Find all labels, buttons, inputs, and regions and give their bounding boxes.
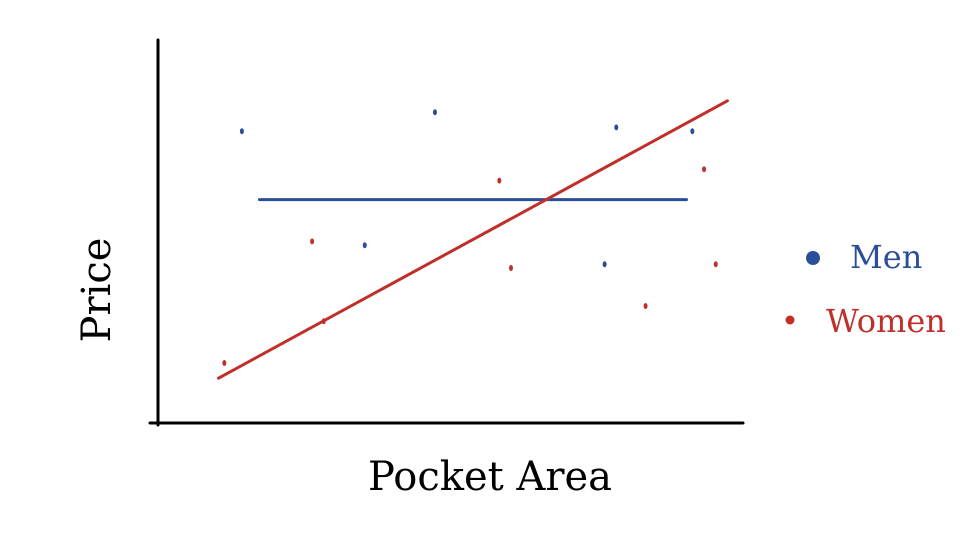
data-point-women [222,360,227,366]
data-point-men [602,261,607,268]
legend-marker-men [806,251,820,265]
y-axis-label: Price [74,238,120,343]
data-point-men [362,242,367,249]
trend-lines [217,99,729,380]
data-point-men [432,109,437,116]
data-point-men [614,124,619,131]
legend-label-men: Men [850,238,922,276]
data-point-women [713,261,718,268]
legend-marker-women [785,315,795,325]
data-point-women [643,303,648,309]
data-point-men [239,128,244,135]
data-points [222,109,718,366]
data-point-women [310,238,315,245]
data-point-women [321,318,326,325]
x-axis-label: Pocket Area [368,454,612,500]
axes [148,38,745,427]
data-point-women [702,166,707,173]
legend: Men Women [785,238,946,340]
data-point-men [690,128,695,135]
trend-line-women [217,99,729,380]
data-point-women [497,177,502,184]
data-point-women [509,265,513,271]
legend-label-women: Women [826,302,946,340]
